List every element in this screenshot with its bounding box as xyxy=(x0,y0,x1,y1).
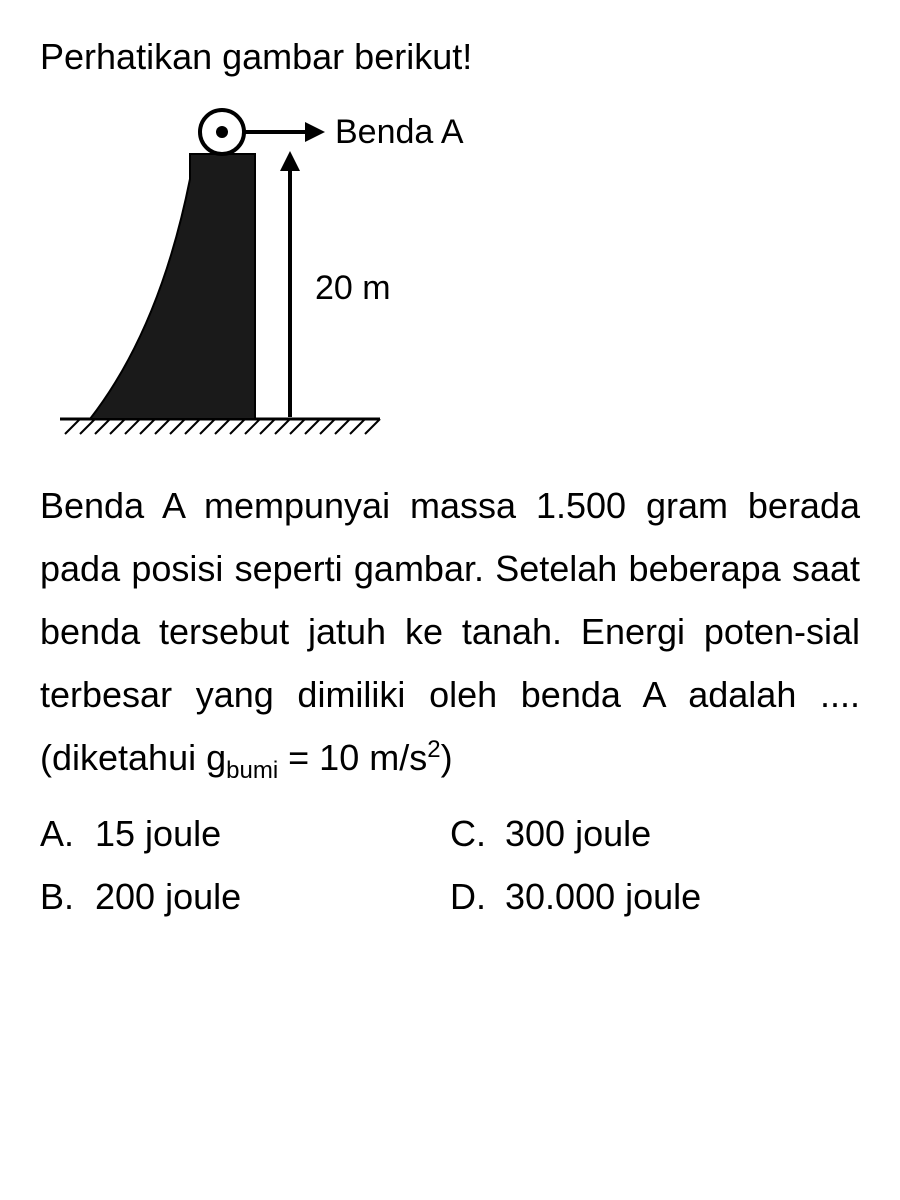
option-b-text: 200 joule xyxy=(95,865,241,928)
ground-hatching xyxy=(60,419,380,434)
option-c: C. 300 joule xyxy=(450,802,860,865)
option-a-letter: A. xyxy=(40,802,95,865)
option-d: D. 30.000 joule xyxy=(450,865,860,928)
problem-body: Benda A mempunyai massa 1.500 gram berad… xyxy=(40,474,860,792)
option-d-text: 30.000 joule xyxy=(505,865,701,928)
option-b: B. 200 joule xyxy=(40,865,450,928)
option-a-text: 15 joule xyxy=(95,802,221,865)
answer-options: A. 15 joule C. 300 joule B. 200 joule D.… xyxy=(40,802,860,928)
height-arrow-head xyxy=(280,151,300,171)
body-part3: ) xyxy=(441,737,453,778)
question-intro: Perhatikan gambar berikut! xyxy=(40,30,860,84)
body-sup: 2 xyxy=(427,736,440,763)
option-d-letter: D. xyxy=(450,865,505,928)
option-c-letter: C. xyxy=(450,802,505,865)
body-sub: bumi xyxy=(226,757,278,784)
physics-diagram: Benda A 20 m xyxy=(60,99,510,449)
object-a-center xyxy=(216,126,228,138)
option-b-letter: B. xyxy=(40,865,95,928)
body-part2: = 10 m/s xyxy=(278,737,427,778)
height-label: 20 m xyxy=(315,269,391,307)
option-c-text: 300 joule xyxy=(505,802,651,865)
option-a: A. 15 joule xyxy=(40,802,450,865)
benda-a-label: Benda A xyxy=(335,113,464,151)
tower-shape xyxy=(90,154,255,419)
label-arrow-head xyxy=(305,122,325,142)
body-part1: Benda A mempunyai massa 1.500 gram berad… xyxy=(40,485,860,778)
